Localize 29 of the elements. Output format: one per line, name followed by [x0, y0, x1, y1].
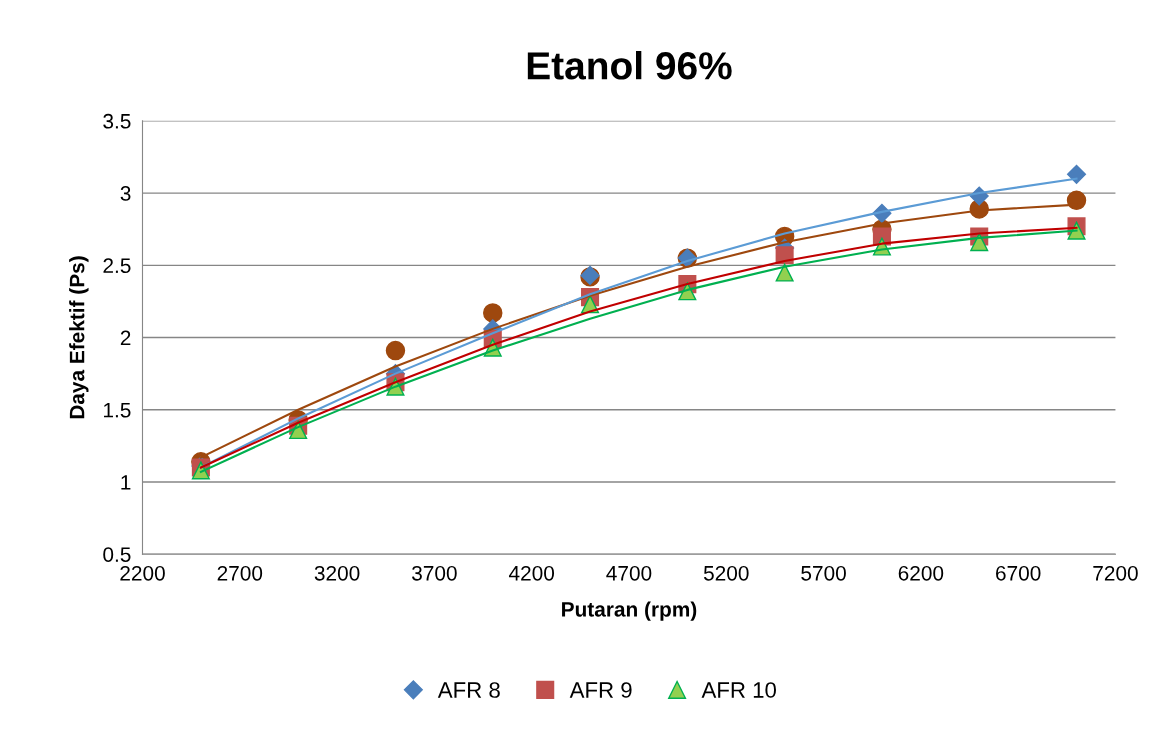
point: [483, 303, 503, 323]
x-tick-label: 3700: [412, 565, 457, 581]
x-tick-label: 2200: [120, 565, 165, 581]
y-tick-label: 1.5: [104, 402, 131, 418]
x-tick-label: 5700: [801, 565, 846, 581]
legend-label: AFR 9: [569, 682, 632, 698]
x-tick-label: 3200: [314, 565, 360, 581]
y-tick-label: 0.5: [103, 547, 131, 562]
x-tick-label: 6700: [996, 565, 1041, 581]
chart-title: Etanol 96%: [527, 51, 732, 80]
y-axis-title: Daya Efektif (Ps): [69, 256, 89, 419]
y-tick-label: 3: [120, 186, 131, 201]
point: [1066, 164, 1087, 184]
point: [1066, 190, 1087, 211]
y-tick-label: 2: [120, 330, 131, 346]
y-tick-label: 1: [121, 475, 131, 490]
x-tick-label: 4700: [606, 565, 652, 581]
point: [775, 263, 794, 282]
y-tick-label: 3.5: [103, 113, 131, 129]
x-tick-label: 2700: [217, 565, 263, 581]
point: [385, 340, 406, 361]
x-tick-label: 4200: [508, 565, 555, 581]
y-tick-label: 2.5: [103, 258, 131, 274]
x-tick-label: 7200: [1093, 565, 1138, 581]
legend-label: AFR 8: [437, 682, 500, 698]
legend-label: AFR 10: [701, 682, 776, 698]
x-tick-label: 6200: [898, 565, 944, 581]
x-axis-title: Putaran (rpm): [562, 601, 697, 621]
x-tick-label: 5200: [703, 565, 749, 581]
